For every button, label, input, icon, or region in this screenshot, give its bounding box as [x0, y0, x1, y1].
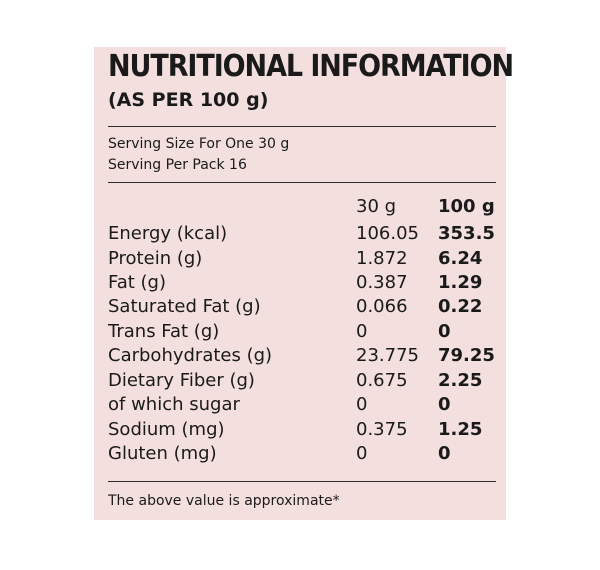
nutrient-label: Sodium (mg) — [108, 419, 225, 440]
value-100g: 0 — [438, 443, 451, 464]
value-30g: 0.387 — [356, 272, 408, 293]
value-30g: 1.872 — [356, 248, 408, 269]
table-row: Carbohydrates (g) 23.775 79.25 — [108, 344, 500, 368]
value-100g: 1.29 — [438, 272, 483, 293]
panel-title: NUTRITIONAL INFORMATION — [108, 49, 514, 84]
value-100g: 0.22 — [438, 296, 483, 317]
nutrient-label: Fat (g) — [108, 272, 166, 293]
bottom-divider — [108, 481, 496, 482]
table-row: Dietary Fiber (g) 0.675 2.25 — [108, 369, 500, 393]
serving-per-pack: Serving Per Pack 16 — [108, 157, 247, 173]
nutrient-label: Protein (g) — [108, 248, 203, 269]
value-30g: 0.375 — [356, 419, 408, 440]
value-100g: 0 — [438, 394, 451, 415]
value-30g: 106.05 — [356, 223, 419, 244]
table-row: Gluten (mg) 0 0 — [108, 442, 500, 466]
table-row: Trans Fat (g) 0 0 — [108, 320, 500, 344]
table-row: Protein (g) 1.872 6.24 — [108, 247, 500, 271]
value-100g: 79.25 — [438, 345, 495, 366]
value-100g: 6.24 — [438, 248, 483, 269]
value-100g: 2.25 — [438, 370, 483, 391]
table-row: Saturated Fat (g) 0.066 0.22 — [108, 295, 500, 319]
table-row: Sodium (mg) 0.375 1.25 — [108, 418, 500, 442]
column-header-100g: 100 g — [438, 196, 495, 217]
nutrient-label: of which sugar — [108, 394, 240, 415]
nutrient-label: Trans Fat (g) — [108, 321, 220, 342]
footnote: The above value is approximate* — [108, 493, 340, 509]
nutrient-label: Gluten (mg) — [108, 443, 217, 464]
top-divider — [108, 126, 496, 127]
serving-size: Serving Size For One 30 g — [108, 136, 290, 152]
value-30g: 0.066 — [356, 296, 408, 317]
table-row: of which sugar 0 0 — [108, 393, 500, 417]
column-header-row: 30 g 100 g — [108, 195, 500, 219]
value-100g: 0 — [438, 321, 451, 342]
table-row: Fat (g) 0.387 1.29 — [108, 271, 500, 295]
value-30g: 23.775 — [356, 345, 419, 366]
nutrient-label: Dietary Fiber (g) — [108, 370, 255, 391]
table-row: Energy (kcal) 106.05 353.5 — [108, 222, 500, 246]
value-30g: 0 — [356, 321, 368, 342]
column-header-30g: 30 g — [356, 196, 397, 217]
panel-subtitle: (AS PER 100 g) — [108, 89, 269, 111]
nutrient-label: Energy (kcal) — [108, 223, 228, 244]
value-30g: 0 — [356, 443, 368, 464]
serving-divider — [108, 182, 496, 183]
value-30g: 0 — [356, 394, 368, 415]
value-100g: 353.5 — [438, 223, 495, 244]
nutrient-label: Saturated Fat (g) — [108, 296, 261, 317]
nutrient-label: Carbohydrates (g) — [108, 345, 273, 366]
value-30g: 0.675 — [356, 370, 408, 391]
value-100g: 1.25 — [438, 419, 483, 440]
nutrition-panel: NUTRITIONAL INFORMATION (AS PER 100 g) S… — [94, 47, 514, 520]
